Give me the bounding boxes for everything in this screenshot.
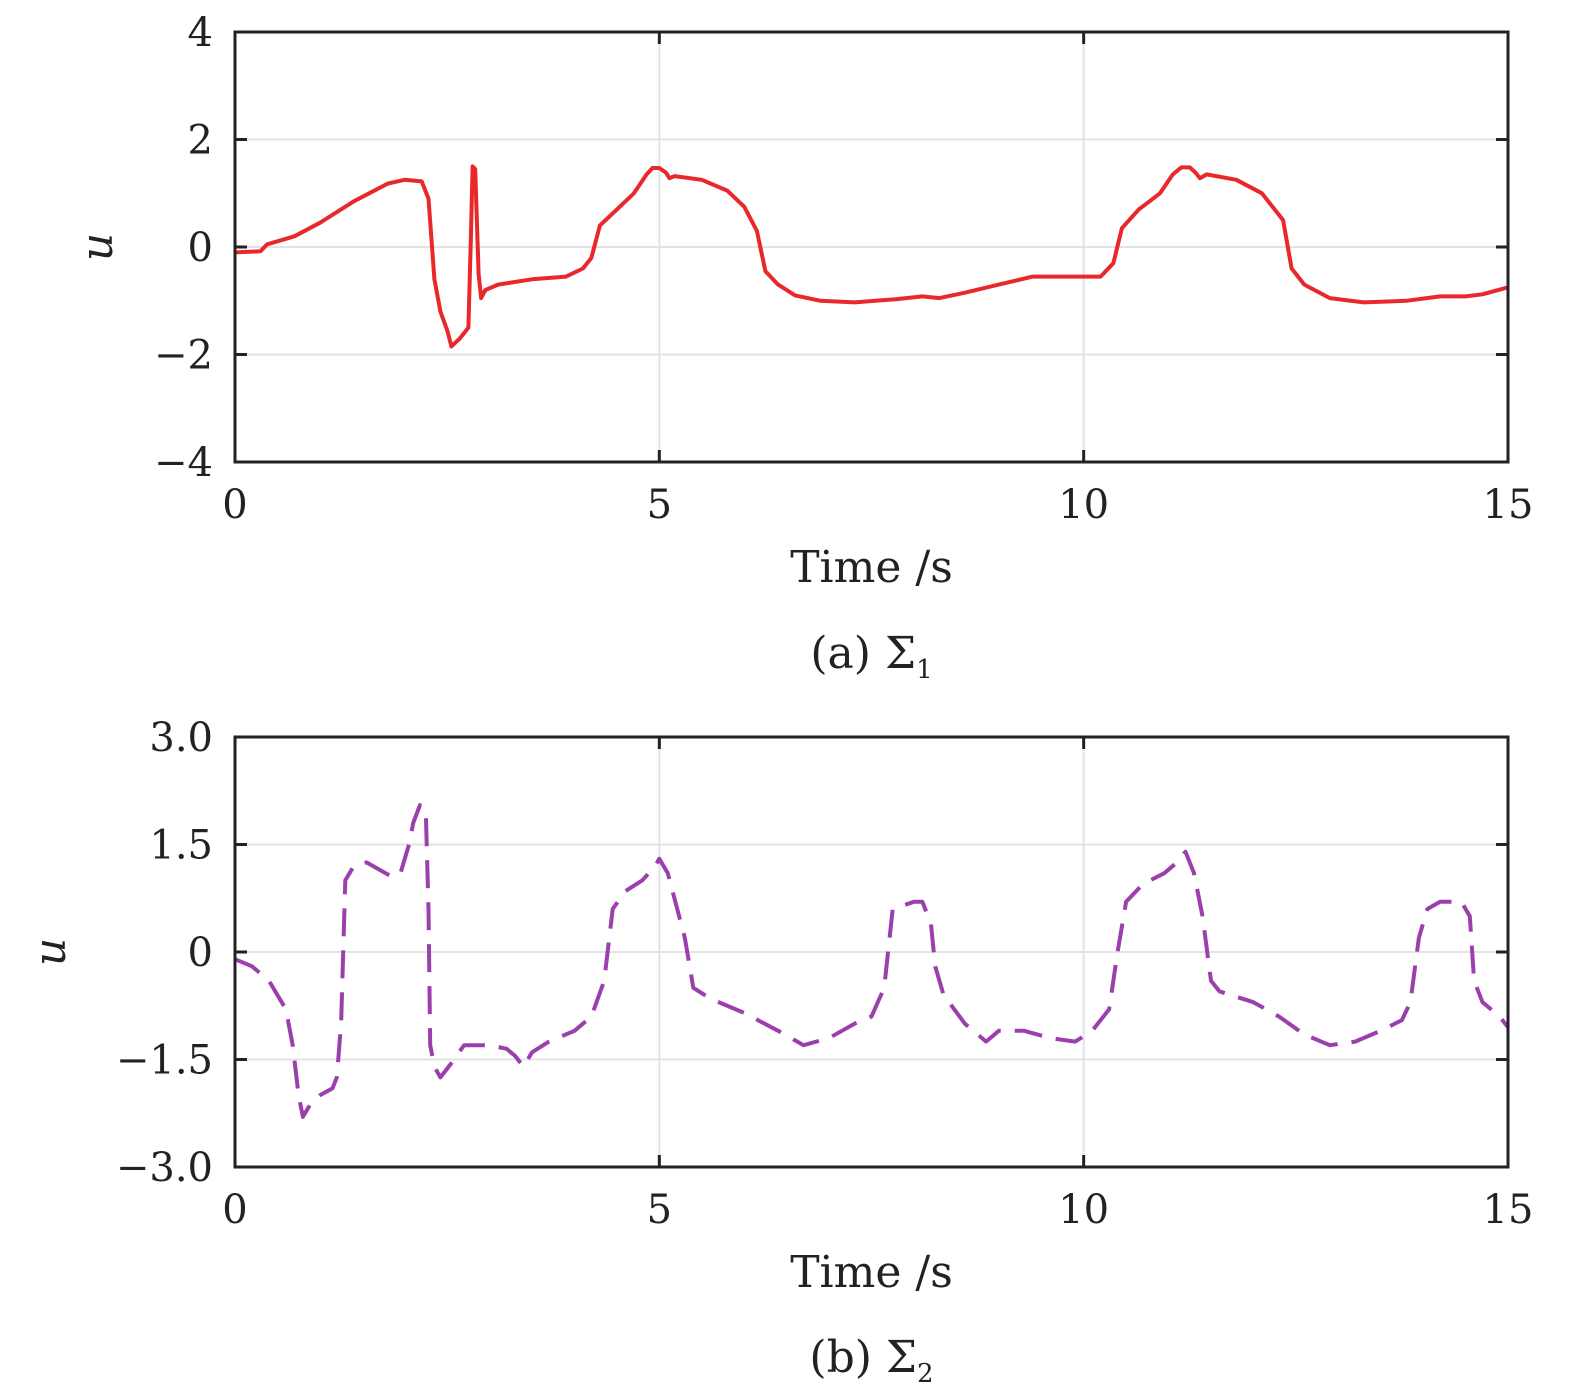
x-axis-label: Time /s <box>790 542 953 593</box>
y-axis-label: u <box>25 938 76 966</box>
y-tick-label: −1.5 <box>116 1038 213 1084</box>
y-tick-label: 0 <box>188 225 213 271</box>
x-tick-label: 15 <box>1483 1187 1534 1233</box>
x-tick-label: 10 <box>1058 482 1109 528</box>
panel-caption: (b) Σ2 <box>809 1332 933 1389</box>
x-tick-label: 5 <box>647 482 672 528</box>
y-tick-label: −3.0 <box>116 1145 213 1191</box>
caption-subscript: 1 <box>916 655 933 685</box>
panel-caption: (a) Σ1 <box>810 628 932 685</box>
chart-panel-b: 0 5 10 15 −3.0 −1.5 0 1.5 3.0 Time /s u (b) Σ2 <box>25 715 1533 1389</box>
chart-panel-a: 0 5 10 15 −4 −2 0 2 4 Time /s u (a) Σ1 <box>72 10 1533 685</box>
y-tick-label: 0 <box>188 930 213 976</box>
x-tick-label: 15 <box>1483 482 1534 528</box>
y-tick-label: 1.5 <box>149 823 213 869</box>
x-tick-label: 0 <box>222 482 247 528</box>
y-tick-label: 2 <box>188 118 213 164</box>
caption-subscript: 2 <box>917 1359 934 1389</box>
y-axis-label: u <box>72 233 123 261</box>
y-tick-label: −4 <box>154 440 213 486</box>
series-line <box>234 803 1510 1119</box>
y-tick-label: 4 <box>188 10 213 56</box>
x-axis-label: Time /s <box>790 1247 953 1298</box>
series-line <box>234 164 1509 349</box>
x-tick-label: 10 <box>1058 1187 1109 1233</box>
y-tick-label: 3.0 <box>149 715 213 761</box>
x-tick-label: 0 <box>222 1187 247 1233</box>
x-tick-label: 5 <box>647 1187 672 1233</box>
y-tick-label: −2 <box>154 333 213 379</box>
